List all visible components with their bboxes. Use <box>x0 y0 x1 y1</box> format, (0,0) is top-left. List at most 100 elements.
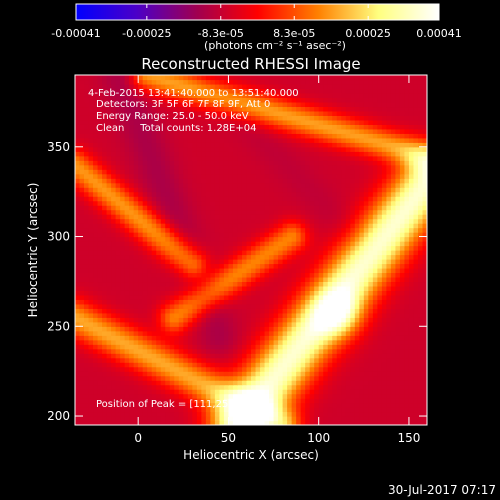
heatmap-cell <box>232 142 239 148</box>
heatmap-cell <box>417 326 424 332</box>
heatmap-cell <box>165 227 171 233</box>
heatmap-cell <box>241 223 248 229</box>
heatmap-cell <box>246 330 252 336</box>
heatmap-cell <box>368 416 374 422</box>
heatmap-cell <box>111 420 117 425</box>
heatmap-cell <box>264 362 270 368</box>
heatmap-cell <box>232 416 239 422</box>
heatmap-cell <box>399 321 406 327</box>
heatmap-cell <box>178 178 184 184</box>
heatmap-cell <box>318 142 324 148</box>
heatmap-cell <box>138 200 144 206</box>
heatmap-cell <box>133 205 139 211</box>
heatmap-cell <box>260 393 266 399</box>
heatmap-cell <box>381 209 387 215</box>
heatmap-cell <box>282 200 288 206</box>
heatmap-cell <box>314 267 320 274</box>
heatmap-cell <box>88 339 94 345</box>
heatmap-cell <box>314 232 320 238</box>
heatmap-cell <box>183 209 189 215</box>
heatmap-cell <box>169 407 175 413</box>
heatmap-cell <box>183 290 189 296</box>
heatmap-cell <box>138 241 144 247</box>
heatmap-cell <box>300 245 306 251</box>
heatmap-cell <box>147 317 153 323</box>
heatmap-cell <box>201 209 207 215</box>
heatmap-cell <box>309 151 315 157</box>
heatmap-cell <box>111 321 117 327</box>
heatmap-cell <box>84 398 90 404</box>
heatmap-cell <box>350 299 356 305</box>
heatmap-cell <box>237 335 243 341</box>
heatmap-cell <box>246 178 252 184</box>
heatmap-cell <box>296 272 302 278</box>
heatmap-cell <box>408 321 415 327</box>
heatmap-cell <box>88 272 94 278</box>
heatmap-cell <box>269 191 275 197</box>
heatmap-cell <box>241 160 248 166</box>
heatmap-cell <box>219 348 225 354</box>
heatmap-cell <box>395 214 401 220</box>
heatmap-cell <box>395 384 401 390</box>
heatmap-cell <box>228 227 234 233</box>
heatmap-cell <box>178 272 184 278</box>
heatmap-cell <box>75 223 81 229</box>
heatmap-cell <box>124 299 130 305</box>
heatmap-cell <box>232 205 239 211</box>
heatmap-cell <box>147 290 153 296</box>
heatmap-cell <box>255 389 261 395</box>
heatmap-cell <box>264 200 270 206</box>
heatmap-cell <box>84 393 90 399</box>
heatmap-cell <box>102 357 108 363</box>
heatmap-cell <box>363 321 369 327</box>
heatmap-cell <box>124 362 130 368</box>
heatmap-cell <box>264 389 270 395</box>
heatmap-cell <box>341 258 347 265</box>
heatmap-cell <box>241 326 248 332</box>
heatmap-cell <box>291 142 297 148</box>
heatmap-cell <box>192 389 198 395</box>
heatmap-cell <box>368 335 374 341</box>
heatmap-cell <box>120 411 126 417</box>
heatmap-cell <box>381 227 387 233</box>
heatmap-cell <box>354 164 360 170</box>
heatmap-cell <box>192 420 198 425</box>
heatmap-cell <box>278 393 284 399</box>
heatmap-cell <box>386 330 392 336</box>
heatmap-cell <box>422 393 427 399</box>
heatmap-cell <box>345 187 351 193</box>
heatmap-cell <box>201 267 207 274</box>
heatmap-cell <box>314 308 320 314</box>
heatmap-cell <box>84 200 90 206</box>
heatmap-cell <box>363 281 369 287</box>
heatmap-cell <box>255 137 261 143</box>
heatmap-cell <box>386 191 392 197</box>
heatmap-cell <box>291 411 297 417</box>
heatmap-cell <box>404 142 410 148</box>
heatmap-cell <box>363 416 369 422</box>
heatmap-cell <box>417 164 424 170</box>
heatmap-cell <box>404 218 410 224</box>
heatmap-cell <box>106 160 112 166</box>
heatmap-cell <box>354 326 360 332</box>
heatmap-cell <box>111 169 117 175</box>
heatmap-cell <box>345 402 351 408</box>
heatmap-cell <box>372 308 378 314</box>
heatmap-cell <box>350 384 356 390</box>
heatmap-cell <box>129 366 135 372</box>
heatmap-cell <box>377 223 383 229</box>
heatmap-cell <box>129 411 135 417</box>
heatmap-cell <box>196 380 202 386</box>
heatmap-cell <box>404 312 410 318</box>
heatmap-cell <box>399 335 406 341</box>
heatmap-cell <box>408 191 415 197</box>
heatmap-cell <box>336 267 342 274</box>
heatmap-cell <box>192 267 198 274</box>
heatmap-cell <box>323 344 329 350</box>
heatmap-cell <box>309 178 315 184</box>
heatmap-cell <box>201 258 207 265</box>
heatmap-cell <box>381 151 387 157</box>
heatmap-cell <box>241 344 248 350</box>
heatmap-cell <box>183 164 189 170</box>
heatmap-cell <box>381 312 387 318</box>
